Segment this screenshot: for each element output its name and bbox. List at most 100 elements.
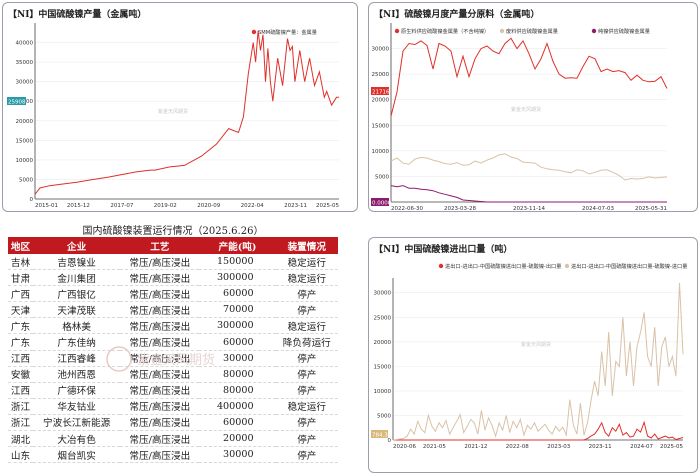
table-row: 江西 江西睿峰 常压/高压浸出 30000 停产 bbox=[8, 350, 338, 367]
table-cell: 常压/高压浸出 bbox=[120, 366, 200, 383]
table-cell: 池州西恩 bbox=[32, 366, 121, 383]
legend-marker bbox=[499, 28, 505, 34]
table-cell: 60000 bbox=[199, 285, 276, 303]
legend: 原生料供应硫酸镍金属量（不含纯镍） 废料供应硫酸镍金属量 纯镍供应硫酸镍金属量 bbox=[394, 27, 650, 35]
table-cell: 300000 bbox=[199, 317, 276, 335]
x-tick-label: 2024-07 bbox=[630, 444, 653, 450]
table-cell: 甘肃 bbox=[8, 269, 33, 287]
column-header: 工艺 bbox=[120, 237, 200, 254]
table-cell: 常压/高压浸出 bbox=[120, 398, 200, 415]
legend: 进出口-进出口-中国硫酸镍进出口量-硫酸镍-出口量 进出口-进出口-中国硫酸镍进… bbox=[438, 262, 687, 270]
x-tick-label: 2022-04 bbox=[241, 203, 264, 209]
table-cell: 广西银亿 bbox=[32, 285, 121, 303]
table-cell: 广东佳纳 bbox=[32, 333, 121, 351]
table-cell: 停产 bbox=[275, 414, 338, 432]
table-cell: 常压/高压浸出 bbox=[120, 333, 200, 351]
table-row: 广东 广东佳纳 常压/高压浸出 60000 降负荷运行 bbox=[8, 333, 338, 351]
last-value-label: 0.0000 bbox=[372, 201, 392, 207]
x-tick-label: 2019-02 bbox=[154, 203, 177, 209]
last-value-tag: 21716 0.0000 bbox=[371, 87, 392, 207]
table-cell: 30000 bbox=[199, 350, 276, 367]
table-cell: 停产 bbox=[275, 350, 338, 367]
y-tick-label: 20000 bbox=[372, 98, 390, 104]
table-cell: 稳定运行 bbox=[275, 269, 338, 287]
table-cell: 山东 bbox=[8, 446, 33, 464]
legend-label: 原生料供应硫酸镍金属量（不含纯镍） bbox=[401, 27, 489, 35]
series-line bbox=[390, 153, 668, 181]
x-tick-label: 2024-07-03 bbox=[582, 206, 614, 211]
column-header: 装置情况 bbox=[275, 237, 338, 254]
legend-marker bbox=[591, 28, 597, 34]
last-value-tag: 784.3 bbox=[371, 430, 388, 439]
table-cell: 60000 bbox=[199, 333, 276, 351]
legend-label: 进出口-进出口-中国硫酸镍进出口量-硫酸镍-进口量 bbox=[571, 262, 687, 270]
chart-title: 【NI】中国硫酸镍进出口量（吨） bbox=[374, 243, 512, 255]
series-line bbox=[392, 282, 684, 441]
table-cell: 停产 bbox=[275, 446, 338, 464]
table-cell: 常压/高压浸出 bbox=[120, 350, 200, 367]
legend-label: SMM硫酸镍产量：金属量 bbox=[258, 28, 317, 36]
y-tick-label: 15000 bbox=[374, 364, 392, 370]
table-cell: 停产 bbox=[275, 285, 338, 303]
table-cell: 常压/高压浸出 bbox=[120, 430, 200, 448]
x-tick-label: 2021-12 bbox=[464, 444, 487, 450]
table-cell: 60000 bbox=[199, 414, 276, 432]
production-chart: 【NI】中国硫酸镍产量（金属吨） 05000100001500020000250… bbox=[7, 8, 339, 209]
x-tick-label: 2025-05 bbox=[316, 203, 339, 209]
watermark: 紫金天风期货 bbox=[521, 341, 551, 348]
series-line bbox=[390, 37, 668, 117]
watermark: 紫金天风期货 bbox=[511, 106, 541, 113]
y-tick-label: 0 bbox=[388, 438, 392, 444]
series-line bbox=[393, 420, 684, 441]
table-cell: 吉林 bbox=[8, 254, 33, 271]
table-cell: 江西 bbox=[8, 382, 33, 399]
x-tick-label: 2023-11 bbox=[589, 444, 612, 450]
column-header: 产能(吨) bbox=[199, 237, 276, 254]
table-cell: 常压/高压浸出 bbox=[120, 446, 200, 464]
table-cell: 安徽 bbox=[8, 366, 33, 383]
table-cell: 400000 bbox=[199, 398, 276, 415]
legend-label: 废料供应硫酸镍金属量 bbox=[506, 27, 558, 35]
table-cell: 湖北 bbox=[8, 430, 33, 448]
y-tick-label: 20000 bbox=[16, 119, 34, 125]
x-tick-label: 2023-11-14 bbox=[513, 206, 545, 211]
watermark: 紫金天风期货 bbox=[158, 108, 188, 115]
column-header: 企业 bbox=[32, 237, 121, 254]
table-cell: 150000 bbox=[199, 254, 276, 271]
table-cell: 降负荷运行 bbox=[275, 333, 338, 351]
table-cell: 江西睿峰 bbox=[32, 350, 121, 367]
last-value-box bbox=[371, 198, 389, 206]
y-tick-label: 5000 bbox=[375, 174, 389, 180]
table-cell: 常压/高压浸出 bbox=[120, 414, 200, 432]
table-cell: 广德环保 bbox=[32, 382, 121, 399]
x-tick-label: 2023-11 bbox=[284, 203, 307, 209]
y-tick-label: 25000 bbox=[374, 315, 392, 321]
x-tick-label: 2023-03 bbox=[547, 444, 570, 450]
x-tick-label: 2023-03-28 bbox=[444, 206, 476, 211]
last-value-box bbox=[7, 97, 26, 105]
y-tick-label: 15000 bbox=[16, 138, 34, 144]
table-cell: 江西 bbox=[8, 350, 33, 367]
table-cell: 停产 bbox=[275, 382, 338, 399]
table-cell: 稳定运行 bbox=[275, 254, 338, 271]
x-tick-label: 2015-01 bbox=[35, 203, 58, 209]
table-cell: 天津 bbox=[8, 301, 33, 319]
legend-marker bbox=[251, 29, 257, 35]
table-row: 广西 广西银亿 常压/高压浸出 60000 停产 bbox=[8, 285, 338, 303]
y-tick-label: 40000 bbox=[16, 41, 34, 47]
table-cell: 浙江 bbox=[8, 414, 33, 432]
chart-title: 【NI】中国硫酸镍产量（金属吨） bbox=[8, 8, 146, 20]
table-cell: 金川集团 bbox=[32, 269, 121, 287]
last-value-label: 21716 bbox=[372, 90, 390, 96]
table-cell: 常压/高压浸出 bbox=[120, 317, 200, 335]
table-cell: 稳定运行 bbox=[275, 317, 338, 335]
table-row: 安徽 池州西恩 常压/高压浸出 80000 停产 bbox=[8, 366, 338, 383]
x-tick-label: 2025-05-31 bbox=[635, 206, 667, 211]
table-cell: 烟台凯实 bbox=[32, 446, 121, 464]
table-cell: 吉恩镍业 bbox=[32, 254, 121, 271]
y-tick-label: 0 bbox=[30, 197, 34, 203]
table-cell: 广东 bbox=[8, 317, 33, 335]
x-tick-label: 2017-07 bbox=[110, 203, 133, 209]
x-tick-label: 2020-09 bbox=[197, 203, 220, 209]
y-tick-label: 5000 bbox=[19, 177, 33, 183]
